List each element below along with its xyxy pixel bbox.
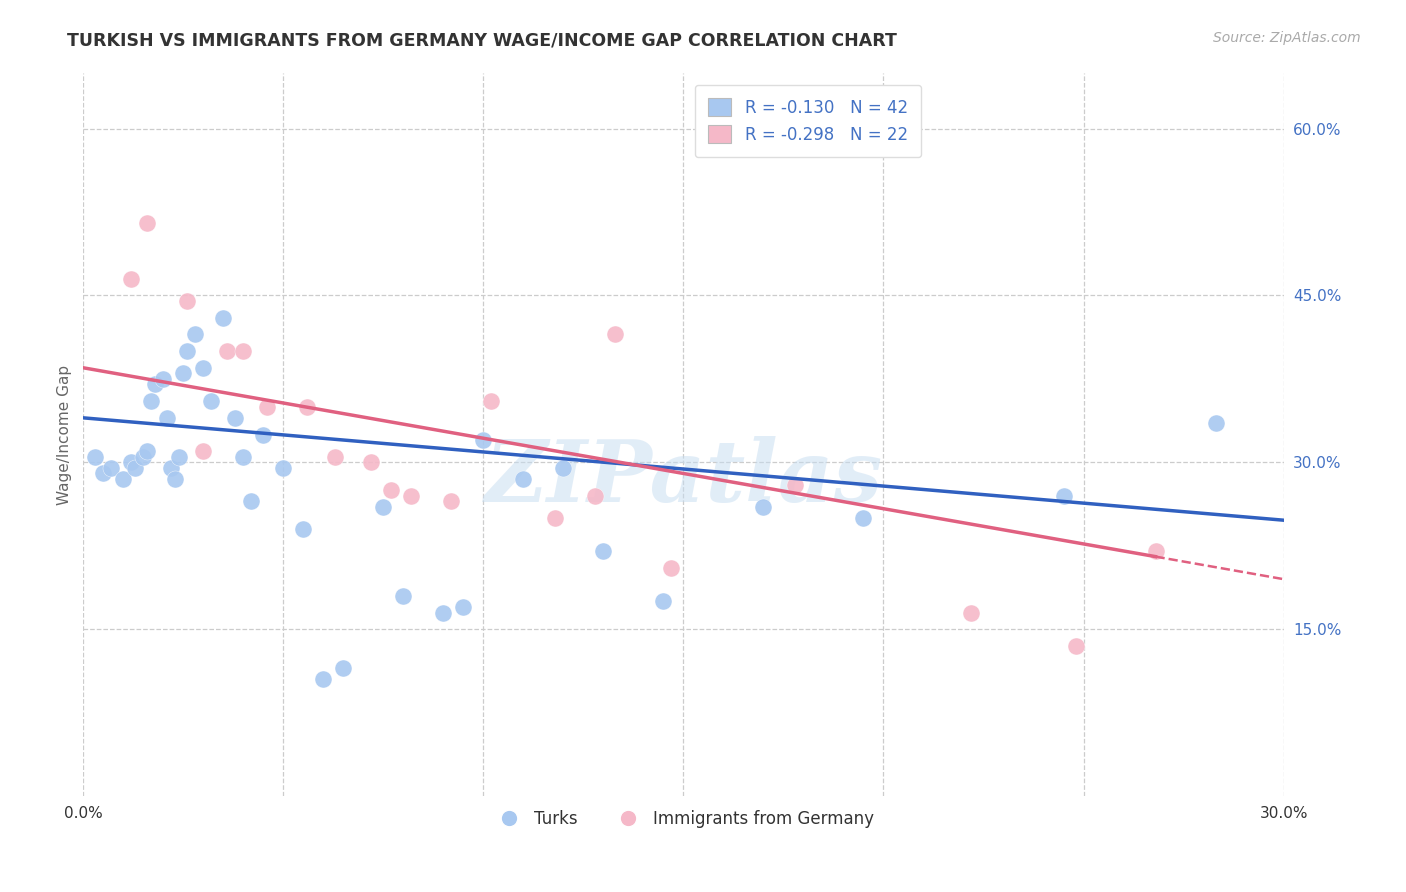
Point (380, 483, 402, 498)
Point (84, 450, 107, 464)
Point (152, 372, 174, 386)
Point (472, 433, 495, 447)
Point (453, 599, 475, 614)
Point (120, 455, 142, 469)
Point (217, 344, 239, 359)
Point (156, 410, 179, 425)
Point (373, 500, 395, 514)
Point (193, 444, 215, 458)
Point (212, 310, 235, 325)
Point (240, 494, 263, 508)
Point (605, 327, 627, 342)
Point (256, 400, 278, 414)
Point (252, 427, 274, 442)
Point (1205, 417, 1227, 431)
Point (124, 461, 146, 475)
Point (592, 544, 614, 558)
Point (1052, 489, 1074, 503)
Text: Source: ZipAtlas.com: Source: ZipAtlas.com (1213, 31, 1361, 45)
Point (392, 589, 415, 603)
Point (141, 394, 163, 409)
Y-axis label: Wage/Income Gap: Wage/Income Gap (58, 365, 72, 505)
Point (553, 461, 575, 475)
Point (652, 594, 675, 608)
Point (184, 327, 207, 342)
Point (143, 377, 166, 392)
Point (172, 367, 194, 381)
Point (583, 489, 606, 503)
Point (169, 450, 191, 464)
Legend: Turks, Immigrants from Germany: Turks, Immigrants from Germany (486, 804, 880, 835)
Point (91, 467, 114, 481)
Point (1144, 544, 1167, 558)
Text: ZIPatlas: ZIPatlas (484, 436, 883, 520)
Point (232, 344, 254, 359)
Point (132, 450, 155, 464)
Point (193, 360, 215, 375)
Point (176, 344, 198, 359)
Point (544, 511, 567, 525)
Point (200, 394, 222, 409)
Point (325, 450, 347, 464)
Point (752, 500, 775, 514)
Text: TURKISH VS IMMIGRANTS FROM GERMANY WAGE/INCOME GAP CORRELATION CHART: TURKISH VS IMMIGRANTS FROM GERMANY WAGE/… (67, 31, 897, 49)
Point (136, 444, 159, 458)
Point (176, 293, 198, 308)
Point (661, 561, 683, 575)
Point (332, 661, 354, 675)
Point (224, 410, 246, 425)
Point (160, 461, 183, 475)
Point (360, 455, 382, 469)
Point (165, 472, 187, 486)
Point (136, 216, 159, 230)
Point (440, 494, 463, 508)
Point (232, 450, 254, 464)
Point (100, 461, 122, 475)
Point (432, 606, 454, 620)
Point (292, 522, 315, 536)
Point (312, 673, 335, 687)
Point (120, 272, 142, 286)
Point (479, 394, 502, 409)
Point (852, 511, 875, 525)
Point (512, 472, 534, 486)
Point (1064, 639, 1087, 653)
Point (112, 472, 135, 486)
Point (297, 400, 319, 414)
Point (960, 606, 983, 620)
Point (273, 461, 295, 475)
Point (785, 477, 807, 491)
Point (401, 489, 423, 503)
